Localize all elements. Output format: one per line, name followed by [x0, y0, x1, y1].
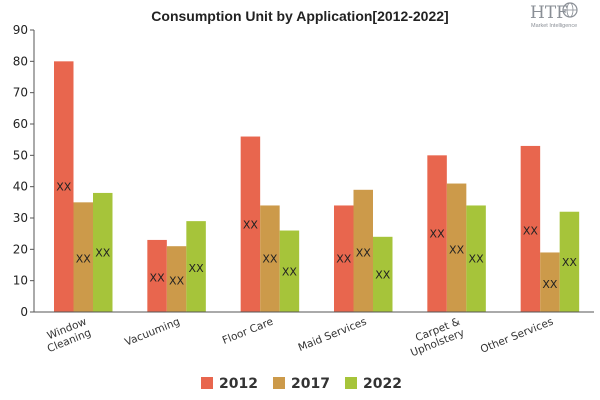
legend-label-2012: 2012: [219, 376, 258, 392]
globe-icon: [562, 2, 578, 18]
bar-2022: [466, 205, 486, 312]
y-tick-label: 20: [13, 242, 28, 256]
y-tick-label: 10: [13, 274, 28, 288]
y-tick-label: 90: [13, 23, 28, 37]
bar-2022: [373, 236, 393, 312]
bar-2022: [279, 230, 300, 312]
y-tick-label: 70: [13, 86, 28, 100]
data-label: XX: [430, 228, 446, 241]
data-label: XX: [243, 218, 259, 231]
bar-2022: [559, 211, 580, 312]
data-label: XX: [336, 253, 352, 266]
y-tick-label: 50: [13, 148, 28, 162]
data-label: XX: [76, 253, 92, 266]
data-label: XX: [56, 181, 72, 194]
legend-swatch-2017: [273, 377, 285, 389]
x-tick-label: Floor Care: [221, 316, 275, 347]
y-tick-label: 80: [13, 54, 28, 68]
bar-2012: [240, 136, 261, 312]
data-label: XX: [95, 246, 111, 259]
bar-2012: [147, 239, 167, 312]
bar-2017: [540, 252, 560, 312]
data-label: XX: [356, 246, 372, 259]
x-tick-label-line: Floor Care: [221, 316, 275, 347]
x-tick-label: WindowCleaning: [41, 316, 93, 356]
data-label: XX: [542, 278, 558, 291]
bars: [54, 61, 580, 313]
bar-2022: [93, 192, 113, 312]
data-label: XX: [469, 253, 485, 266]
x-axis: WindowCleaning Vacuuming Floor Care Maid Se…: [34, 311, 594, 360]
data-label: XX: [189, 262, 205, 275]
bar-2022: [186, 221, 206, 312]
data-label: XX: [449, 243, 465, 256]
x-tick-label: Carpet &Upholstery: [404, 316, 466, 360]
logo-wordmark: HTF: [530, 3, 568, 23]
bar-2017: [166, 246, 187, 312]
legend-swatch-2022: [345, 377, 357, 389]
legend-label-2022: 2022: [363, 376, 402, 392]
bar-2012: [520, 145, 541, 312]
x-tick-label-line: Other Services: [479, 316, 555, 356]
bar-2012: [427, 155, 447, 312]
chart-title: Consumption Unit by Application[2012-202…: [151, 8, 448, 24]
legend-label-2017: 2017: [291, 376, 330, 392]
bar-2017: [353, 189, 373, 312]
y-tick-label: 30: [13, 211, 28, 225]
y-tick-label: 0: [20, 305, 28, 319]
legend-swatch-2012: [201, 377, 213, 389]
x-tick-label: Maid Services: [296, 316, 368, 354]
data-label: XX: [169, 275, 185, 288]
data-label: XX: [523, 225, 539, 238]
logo-tagline: Market Intelligence: [531, 23, 577, 29]
data-label: XX: [262, 253, 278, 266]
bar-2017: [73, 202, 93, 312]
x-tick-label-line: Vacuuming: [123, 316, 182, 349]
htf-logo: HTF Market Intelligence: [530, 2, 578, 29]
y-axis: 0 10 20 30 40 50 60 70 80 90: [13, 23, 35, 319]
x-tick-label: Other Services: [479, 316, 555, 356]
legend: 2012 2017 2022: [201, 376, 402, 392]
y-tick-label: 40: [13, 180, 28, 194]
bar-2017: [260, 205, 280, 312]
data-label: XX: [282, 265, 298, 278]
data-label: XX: [562, 256, 578, 269]
x-tick-label: Vacuuming: [123, 316, 182, 349]
data-label: XX: [375, 268, 391, 281]
bar-2012: [334, 205, 354, 312]
data-label: XX: [150, 272, 166, 285]
bar-2012: [54, 61, 74, 313]
bar-2017: [446, 183, 467, 312]
y-tick-label: 60: [13, 117, 28, 131]
x-tick-label-line: Maid Services: [296, 316, 368, 354]
